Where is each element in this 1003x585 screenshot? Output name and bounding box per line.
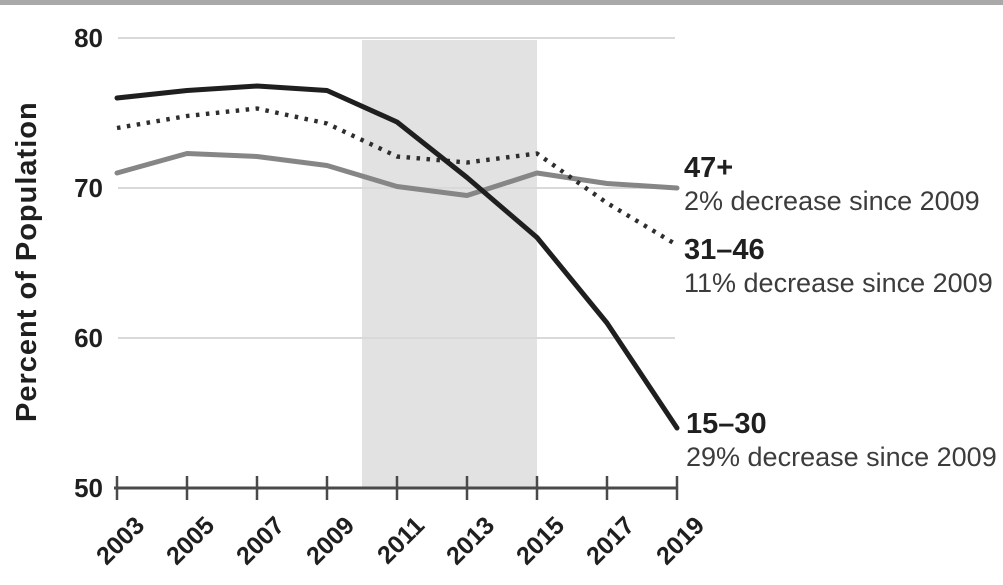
annotation-47plus: 47+ 2% decrease since 2009 [684, 151, 980, 218]
annotation-31-46-sublabel: 11% decrease since 2009 [684, 268, 993, 298]
y-tick-label-50: 50 [74, 473, 103, 503]
annotation-47plus-label: 47+ [684, 152, 734, 184]
top-border-bar [0, 0, 1003, 5]
annotation-47plus-sublabel: 2% decrease since 2009 [684, 186, 980, 216]
series-line-47+ [114, 151, 680, 198]
y-tick-label-80: 80 [74, 23, 103, 53]
y-axis-title: Percent of Population [11, 101, 43, 422]
annotation-15-30: 15–30 29% decrease since 2009 [686, 407, 997, 474]
annotation-15-30-label: 15–30 [686, 408, 767, 440]
annotation-31-46: 31–46 11% decrease since 2009 [684, 233, 993, 300]
highlight-band [362, 40, 537, 488]
annotation-15-30-sublabel: 29% decrease since 2009 [686, 442, 997, 472]
series-line-15–30 [114, 83, 680, 431]
y-tick-label-70: 70 [74, 173, 103, 203]
y-tick-label-60: 60 [74, 323, 103, 353]
series-line-31–46 [116, 106, 679, 247]
annotation-31-46-label: 31–46 [684, 234, 765, 266]
